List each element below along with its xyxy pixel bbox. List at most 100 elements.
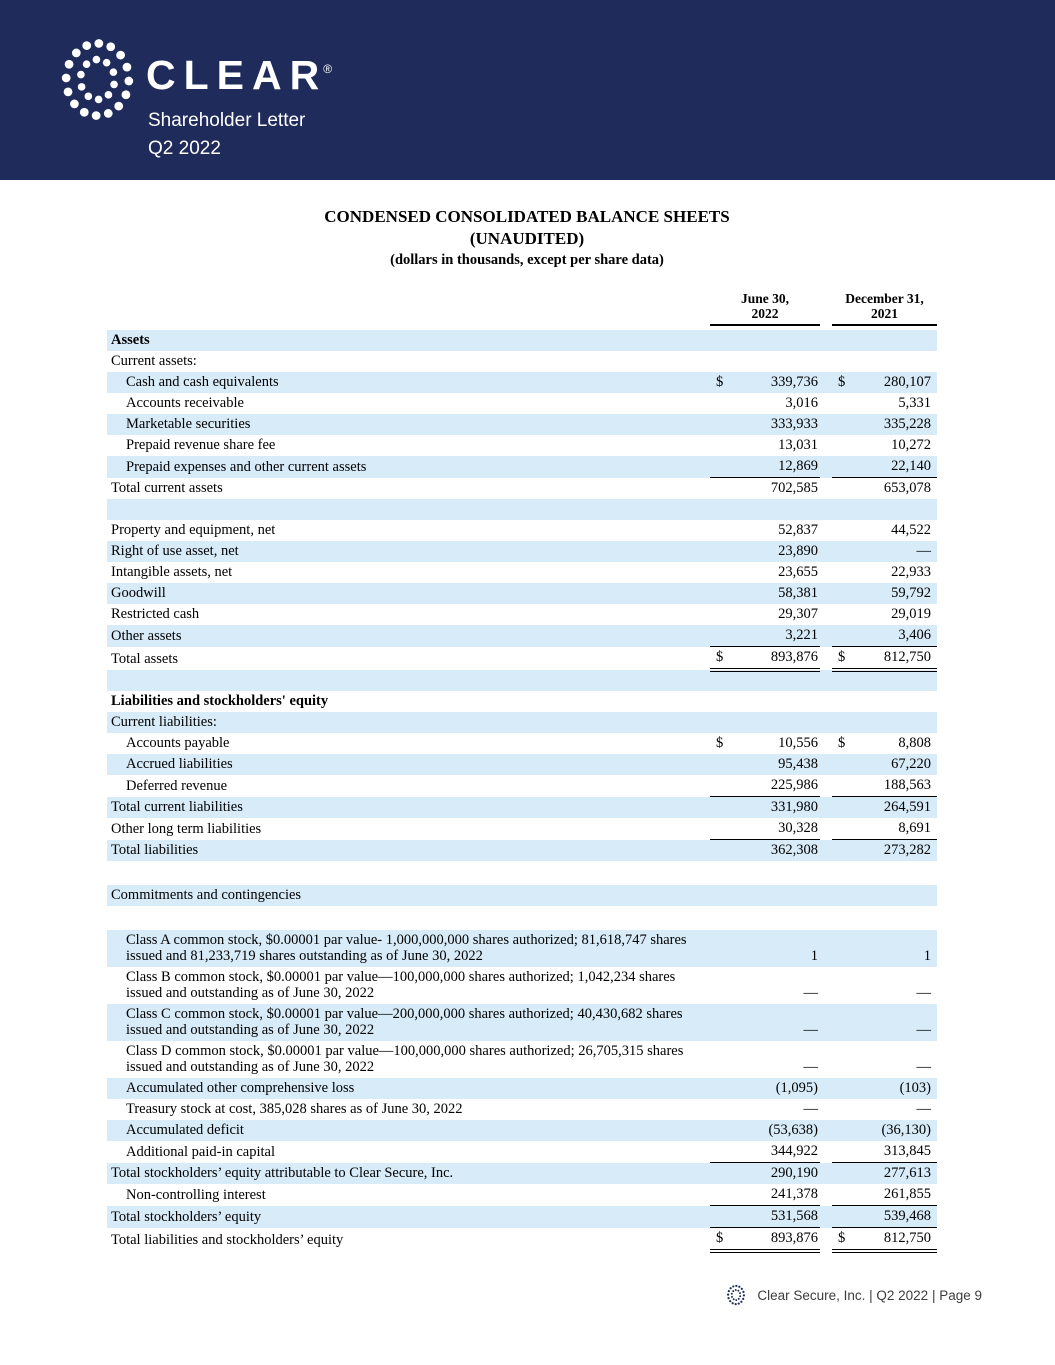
- currency-symbol-june: [710, 625, 732, 647]
- row-label: Accumulated deficit: [107, 1120, 710, 1141]
- row-label: Commitments and contingencies: [107, 885, 710, 906]
- value-june-2022: —: [732, 1041, 821, 1078]
- value-june-2022: [732, 330, 821, 351]
- value-december-2021: [854, 712, 938, 733]
- currency-symbol-december: [832, 1078, 855, 1099]
- table-row: Goodwill 58,381 59,792: [107, 583, 938, 604]
- column-header-line: December 31,: [845, 291, 924, 306]
- currency-symbol-december: [832, 330, 855, 351]
- table-row: Restricted cash 29,307 29,019: [107, 604, 938, 625]
- header-column-gap: [820, 291, 832, 325]
- row-label: Accumulated other comprehensive loss: [107, 1078, 710, 1099]
- column-gap: [820, 520, 833, 541]
- value-december-2021: 539,468: [854, 1205, 938, 1228]
- currency-symbol-december: [832, 839, 855, 861]
- table-header: June 30, 2022 December 31, 2021: [107, 291, 938, 330]
- currency-symbol-june: [710, 1041, 732, 1078]
- clear-logo-small-icon: [727, 1284, 746, 1306]
- value-june-2022: (53,638): [732, 1120, 821, 1141]
- column-gap: [820, 775, 833, 797]
- value-june-2022: 58,381: [732, 583, 821, 604]
- row-label: Total current liabilities: [107, 796, 710, 818]
- column-gap: [820, 477, 833, 499]
- value-december-2021: [854, 330, 938, 351]
- row-label: Non-controlling interest: [107, 1184, 710, 1206]
- currency-symbol-december: [832, 562, 855, 583]
- currency-symbol-december: [832, 520, 855, 541]
- currency-symbol-june: [710, 1004, 732, 1041]
- currency-symbol-june: [710, 393, 732, 414]
- value-june-2022: 1: [732, 930, 821, 967]
- currency-symbol-december: [832, 712, 855, 733]
- row-label: Total liabilities: [107, 839, 710, 861]
- value-december-2021: 1: [854, 930, 938, 967]
- currency-symbol-december: [832, 435, 855, 456]
- value-december-2021: —: [854, 1099, 938, 1120]
- table-row: Total liabilities and stockholders’ equi…: [107, 1227, 938, 1253]
- currency-symbol-june: [710, 1141, 732, 1163]
- currency-symbol-december: [832, 691, 855, 712]
- value-june-2022: —: [732, 1004, 821, 1041]
- column-gap: [820, 625, 833, 647]
- currency-symbol-june: [710, 967, 732, 1004]
- currency-symbol-december: [832, 1141, 855, 1163]
- row-label: Intangible assets, net: [107, 562, 710, 583]
- currency-symbol-december: $: [832, 733, 855, 754]
- currency-symbol-december: [832, 930, 855, 967]
- page-footer: Clear Secure, Inc. | Q2 2022 | Page 9: [724, 1283, 982, 1307]
- value-june-2022: 241,378: [732, 1184, 821, 1206]
- column-gap: [820, 583, 833, 604]
- brand-line: CLEAR®: [146, 52, 336, 99]
- table-row: Accounts payable $10,556 $8,808: [107, 733, 938, 754]
- column-gap: [820, 1205, 833, 1228]
- value-june-2022: [732, 885, 821, 906]
- value-december-2021: 22,933: [854, 562, 938, 583]
- value-december-2021: 313,845: [854, 1141, 938, 1163]
- value-december-2021: —: [854, 1041, 938, 1078]
- currency-symbol-june: [710, 818, 732, 840]
- row-label: Class B common stock, $0.00001 par value…: [107, 967, 710, 1004]
- column-gap: [820, 351, 833, 372]
- title-block: CONDENSED CONSOLIDATED BALANCE SHEETS (U…: [112, 206, 942, 270]
- value-december-2021: [854, 351, 938, 372]
- blank-cell: [107, 906, 938, 930]
- value-june-2022: 331,980: [732, 796, 821, 818]
- table-row: Prepaid expenses and other current asset…: [107, 456, 938, 478]
- row-label: Accounts receivable: [107, 393, 710, 414]
- blank-cell: [107, 670, 938, 691]
- row-label: Deferred revenue: [107, 775, 710, 797]
- column-gap: [820, 839, 833, 861]
- value-december-2021: 3,406: [854, 625, 938, 647]
- value-june-2022: [732, 712, 821, 733]
- table-row: Class B common stock, $0.00001 par value…: [107, 967, 938, 1004]
- value-december-2021: 5,331: [854, 393, 938, 414]
- column-gap: [820, 930, 833, 967]
- currency-symbol-june: [710, 885, 732, 906]
- row-label: Current assets:: [107, 351, 710, 372]
- currency-symbol-december: [832, 541, 855, 562]
- row-label: Prepaid revenue share fee: [107, 435, 710, 456]
- currency-symbol-december: [832, 583, 855, 604]
- row-label: Total stockholders’ equity attributable …: [107, 1162, 710, 1184]
- value-december-2021: 812,750: [854, 1227, 938, 1253]
- value-december-2021: —: [854, 1004, 938, 1041]
- column-gap: [820, 1227, 833, 1251]
- currency-symbol-december: $: [832, 1227, 855, 1253]
- value-june-2022: 3,221: [732, 625, 821, 647]
- table-row: Treasury stock at cost, 385,028 shares a…: [107, 1099, 938, 1120]
- column-gap: [820, 1184, 833, 1206]
- currency-symbol-june: [710, 930, 732, 967]
- currency-symbol-december: [832, 967, 855, 1004]
- row-label: Assets: [107, 330, 710, 351]
- currency-symbol-june: [710, 712, 732, 733]
- value-june-2022: 23,890: [732, 541, 821, 562]
- currency-symbol-december: [832, 1041, 855, 1078]
- table-row: Total current assets 702,585 653,078: [107, 477, 938, 499]
- row-label: Total current assets: [107, 477, 710, 499]
- currency-symbol-june: [710, 1120, 732, 1141]
- table-row: Commitments and contingencies: [107, 885, 938, 906]
- value-december-2021: 653,078: [854, 477, 938, 499]
- currency-symbol-december: [832, 604, 855, 625]
- column-gap: [820, 1120, 833, 1141]
- row-label: Treasury stock at cost, 385,028 shares a…: [107, 1099, 710, 1120]
